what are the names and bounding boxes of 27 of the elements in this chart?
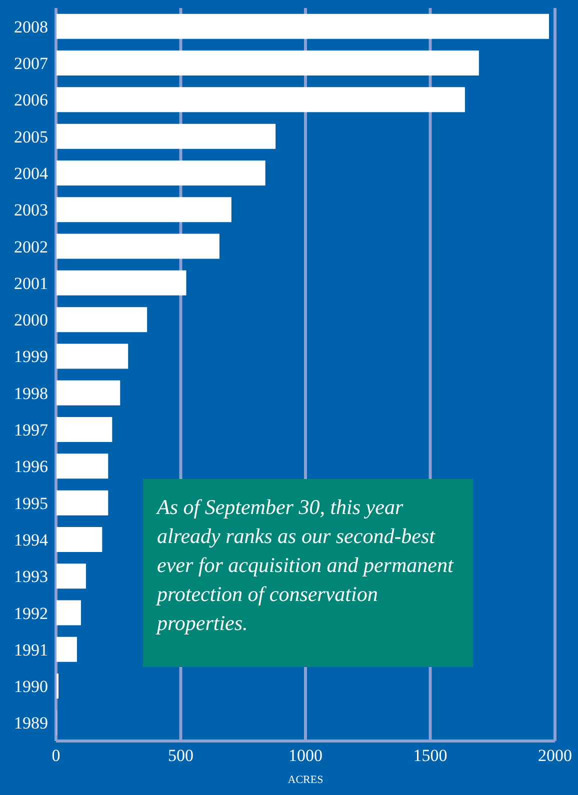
y-tick-label: 1994 — [14, 530, 48, 550]
y-tick-label: 2002 — [14, 237, 48, 256]
annotation: As of September 30, this year already ranks as our second-best ever for acquisition and permanent protection of conservation properties. — [143, 479, 473, 667]
y-tick-label: 1995 — [14, 494, 48, 513]
y-tick-label: 1993 — [14, 567, 48, 586]
y-tick-label: 2003 — [14, 200, 48, 220]
y-tick-label: 1992 — [14, 604, 48, 623]
x-tick-label: 500 — [168, 746, 194, 766]
y-tick-label: 1989 — [14, 714, 48, 733]
y-tick-label: 2005 — [14, 127, 48, 146]
y-tick-label: 1996 — [14, 457, 48, 476]
y-tick-label: 2006 — [14, 90, 48, 110]
y-tick-label: 1998 — [14, 384, 48, 403]
x-axis-title: ACRES — [288, 774, 324, 786]
x-tick-label: 1000 — [288, 746, 322, 766]
x-tick-label: 2000 — [538, 746, 572, 766]
y-tick-label: 2007 — [14, 54, 48, 74]
x-tick-label: 0 — [52, 746, 60, 766]
y-tick-label: 1999 — [14, 347, 48, 366]
y-tick-label: 2001 — [14, 274, 48, 293]
y-tick-label: 2008 — [14, 17, 48, 36]
y-tick-label: 2004 — [14, 164, 48, 183]
x-tick-label: 1500 — [413, 746, 448, 766]
y-tick-label: 1991 — [14, 640, 48, 660]
y-tick-label: 2000 — [14, 310, 48, 330]
y-tick-label: 1997 — [14, 420, 48, 440]
y-tick-label: 1990 — [14, 677, 48, 696]
